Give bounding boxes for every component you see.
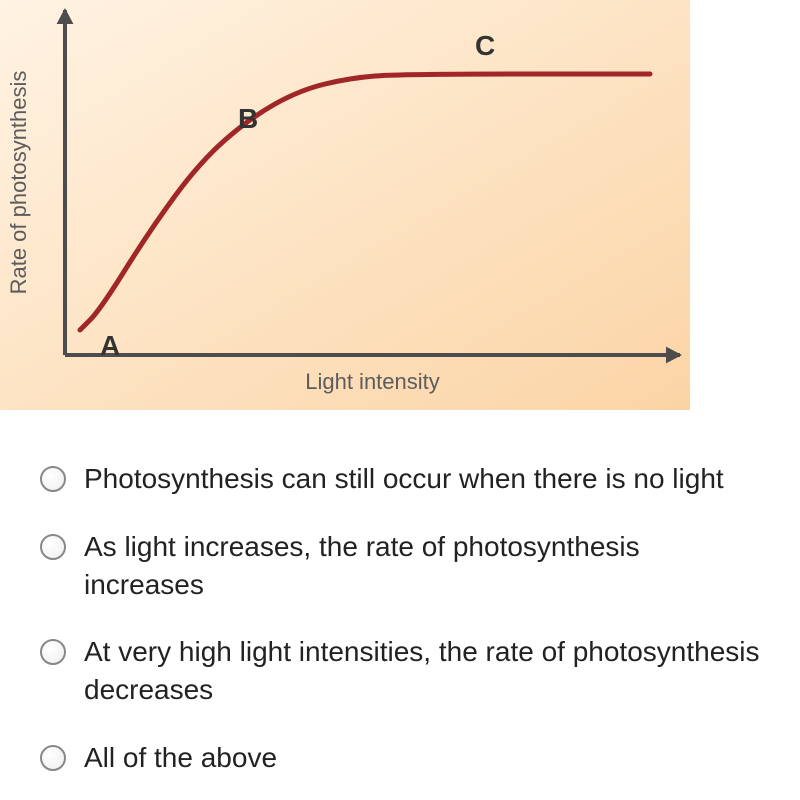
quiz-container: A B C Rate of photosynthesis Light intensi…	[0, 0, 800, 800]
y-axis-label: Rate of photosynthesis	[6, 71, 31, 295]
radio-icon[interactable]	[40, 745, 66, 771]
option-1-text: Photosynthesis can still occur when ther…	[84, 460, 724, 498]
answer-options: Photosynthesis can still occur when ther…	[0, 460, 800, 777]
option-4-text: All of the above	[84, 739, 277, 777]
svg-text:C: C	[475, 30, 495, 61]
radio-icon[interactable]	[40, 639, 66, 665]
chart-svg: A B C Rate of photosynthesis Light intensi…	[0, 0, 690, 410]
radio-icon[interactable]	[40, 534, 66, 560]
svg-text:B: B	[238, 103, 258, 134]
option-2[interactable]: As light increases, the rate of photosyn…	[40, 528, 760, 604]
option-2-text: As light increases, the rate of photosyn…	[84, 528, 760, 604]
radio-icon[interactable]	[40, 466, 66, 492]
option-1[interactable]: Photosynthesis can still occur when ther…	[40, 460, 760, 498]
option-3-text: At very high light intensities, the rate…	[84, 633, 760, 709]
option-3[interactable]: At very high light intensities, the rate…	[40, 633, 760, 709]
svg-text:A: A	[100, 330, 120, 361]
chart-figure: A B C Rate of photosynthesis Light intensi…	[0, 0, 690, 410]
option-4[interactable]: All of the above	[40, 739, 760, 777]
x-axis-label: Light intensity	[305, 369, 440, 394]
